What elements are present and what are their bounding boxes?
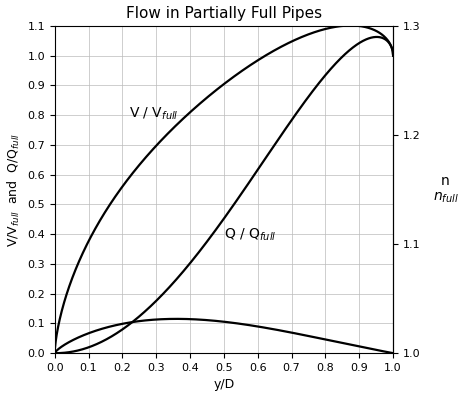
Y-axis label: n
$n_{full}$: n $n_{full}$ (432, 174, 457, 205)
Title: Flow in Partially Full Pipes: Flow in Partially Full Pipes (125, 6, 321, 21)
Text: V / V$_{full}$: V / V$_{full}$ (129, 106, 178, 122)
Y-axis label: V/V$_{full}$  and  Q/Q$_{full}$: V/V$_{full}$ and Q/Q$_{full}$ (6, 133, 22, 247)
Text: Q / Q$_{full}$: Q / Q$_{full}$ (224, 227, 275, 243)
X-axis label: y/D: y/D (213, 378, 234, 391)
